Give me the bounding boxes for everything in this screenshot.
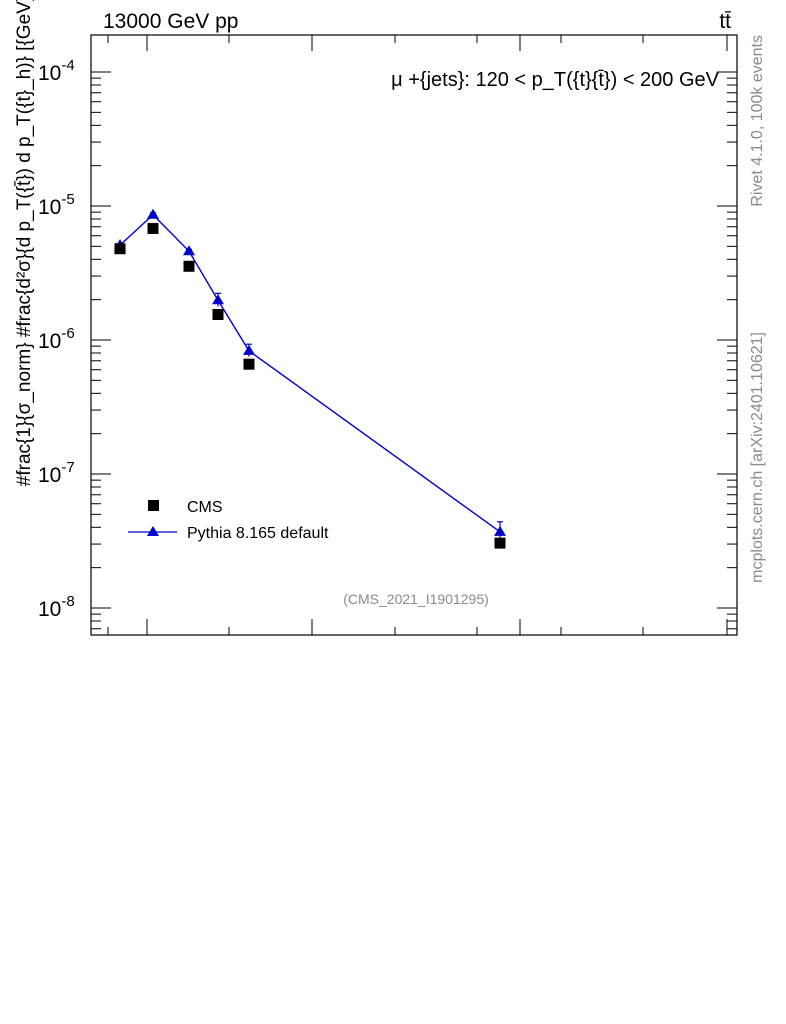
axis-ticks xyxy=(91,35,737,635)
y-tick-base: 10 xyxy=(38,330,61,353)
pythia-point xyxy=(494,525,506,536)
y-tick-exponent: -6 xyxy=(61,325,74,342)
pythia-point xyxy=(243,344,255,355)
legend-cms-marker xyxy=(148,500,159,511)
y-tick-base: 10 xyxy=(38,62,61,85)
cms-point xyxy=(114,243,126,255)
legend-pythia-label: Pythia 8.165 default xyxy=(187,525,329,542)
y-tick-base: 10 xyxy=(38,196,61,219)
y-tick-labels: 10-810-710-610-510-4 xyxy=(38,57,75,621)
rivet-version-label: Rivet 4.1.0, 100k events xyxy=(749,35,766,207)
y-tick-exponent: -5 xyxy=(61,191,74,208)
pythia-point xyxy=(147,208,159,219)
process-label: tt̄ xyxy=(719,10,731,33)
y-tick-base: 10 xyxy=(38,464,61,487)
pythia-point xyxy=(212,294,224,305)
legend-pythia-marker xyxy=(147,526,159,536)
cms-point xyxy=(494,537,506,549)
y-tick-label: 10-5 xyxy=(38,191,75,219)
cms-point xyxy=(243,358,255,370)
series-layer xyxy=(114,208,506,549)
y-tick-label: 10-7 xyxy=(38,459,75,487)
y-tick-exponent: -8 xyxy=(61,593,74,610)
y-tick-label: 10-6 xyxy=(38,325,75,353)
energy-label: 13000 GeV pp xyxy=(103,10,238,33)
y-axis-label: #frac{1}{σ_norm} #frac{d²σ}{d p_T({t̄}) … xyxy=(14,0,35,486)
cms-point xyxy=(147,222,159,234)
legend-cms-label: CMS xyxy=(187,499,223,516)
y-tick-label: 10-8 xyxy=(38,593,75,621)
y-tick-exponent: -4 xyxy=(61,57,74,74)
pythia-line xyxy=(119,213,501,533)
plot-frame xyxy=(90,34,738,636)
y-tick-base: 10 xyxy=(38,598,61,621)
y-tick-label: 10-4 xyxy=(38,57,75,85)
analysis-tag: (CMS_2021_I1901295) xyxy=(343,591,489,607)
cms-point xyxy=(183,260,195,272)
plot-title: μ +{jets}: 120 < p_T({t}{t̄}) < 200 GeV xyxy=(391,69,720,91)
pythia-point xyxy=(183,245,195,256)
cms-point xyxy=(212,308,224,320)
y-tick-exponent: -7 xyxy=(61,459,74,476)
source-label: mcplots.cern.ch [arXiv:2401.10621] xyxy=(749,332,766,583)
legend: CMS Pythia 8.165 default xyxy=(128,499,329,542)
